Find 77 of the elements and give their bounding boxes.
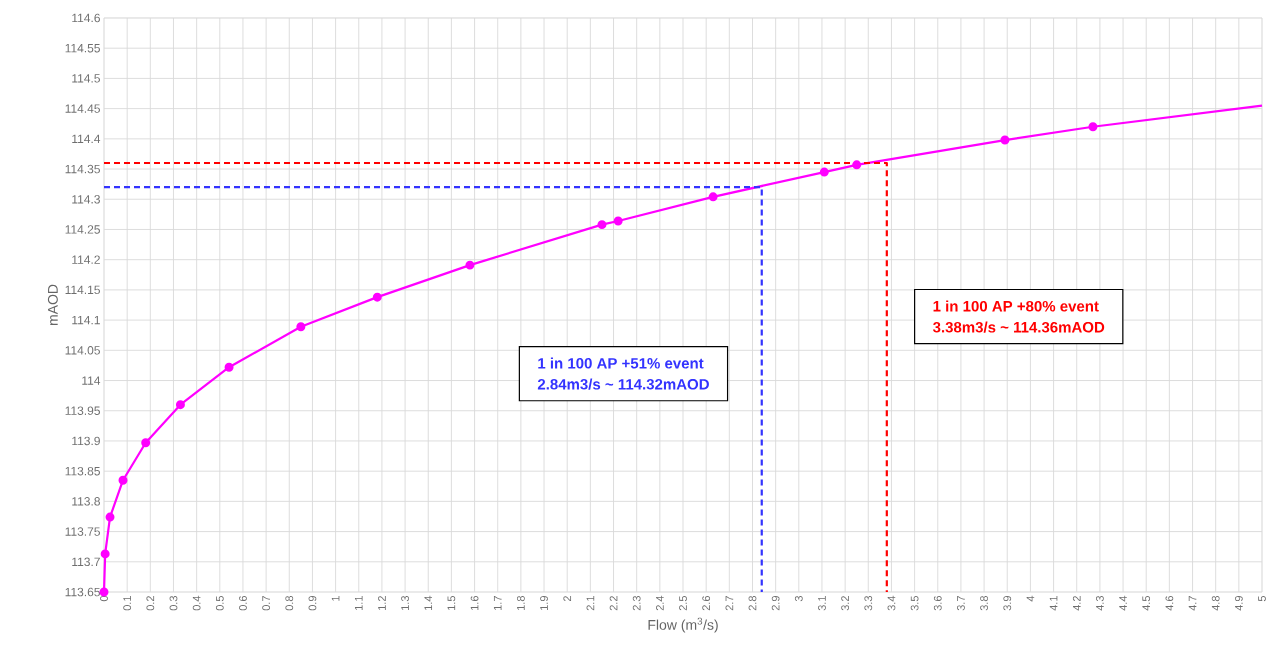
y-tick-label: 113.8 [72,497,100,506]
x-tick-label: 3.5 [910,595,919,611]
y-tick-label: 114.2 [72,255,100,264]
x-tick-label: 3.9 [1003,596,1012,611]
x-tick-label: 4.3 [1095,596,1104,611]
x-tick-label: 5 [1258,595,1266,602]
x-tick-label: 1.9 [540,596,548,610]
x-tick-label: 4.8 [1211,596,1220,611]
annotation: 2.84m3/s ~ 114.32mAOD [537,378,709,390]
x-tick-label: 3.6 [933,596,942,611]
x-tick-label: 1.2 [378,596,386,610]
y-tick-label: 114.15 [65,285,100,295]
y-tick-label: 113.95 [65,406,100,415]
x-tick-label: 1.4 [424,595,433,610]
y-tick-label: 114.6 [72,13,100,23]
x-tick-label: 2.3 [632,596,641,611]
y-tick-label: 114.35 [65,164,100,174]
x-tick-label: 4 [1026,595,1035,602]
x-tick-label: 0 [100,595,108,602]
x-tick-label: 4.6 [1165,596,1174,611]
x-tick-label: 2.7 [725,596,734,611]
y-tick-label: 113.7 [72,557,100,567]
x-tick-label: 2 [563,596,572,602]
y-tick-label: 114.45 [65,104,100,113]
x-tick-label: 2.9 [771,596,780,611]
annotation: 1 in 100 AP +51% event [538,357,704,369]
x-tick-label: 0.2 [146,596,155,611]
annotation: 3.38m3/s ~ 114.36mAOD [932,321,1105,333]
x-tick-label: 2.4 [656,595,664,611]
annotation: 1 in 100 AP +80% event [933,300,1099,312]
x-tick-label: 4.4 [1119,595,1127,611]
y-tick-label: 114.3 [72,195,100,204]
x-tick-label: 0.1 [123,596,132,611]
x-tick-label: 3.2 [841,596,850,611]
y-tick-label: 113.65 [65,587,100,597]
y-tick-label: 113.85 [65,466,100,476]
x-tick-label: 4.1 [1049,596,1058,611]
y-tick-label: 113.75 [65,527,100,536]
y-tick-label: 114.05 [65,346,100,355]
x-tick-label: 1.5 [447,595,456,610]
x-tick-label: 0.6 [239,596,247,611]
x-tick-label: 3.4 [887,595,896,611]
x-tick-label: 3.3 [864,596,873,611]
x-tick-label: 1.3 [401,596,409,610]
x-tick-label: 3.8 [980,596,988,611]
x-tick-label: 3.7 [957,596,965,611]
x-tick-label: 0.8 [285,596,294,611]
y-tick-label: 114 [82,376,101,385]
x-tick-label: 2.1 [586,596,595,611]
x-tick-label: 2.5 [679,595,687,611]
x-tick-label: 0.4 [192,595,201,611]
x-tick-label: 4.2 [1072,596,1081,611]
x-tick-label: 4.7 [1188,596,1197,611]
x-tick-label: 0.5 [215,595,224,611]
x-tick-label: 1.7 [493,596,502,610]
x-tick-label: 3 [794,596,803,602]
x-tick-label: 0.9 [308,596,317,611]
y-axis-title: mAOD [47,284,58,326]
y-tick-label: 114.5 [72,74,100,83]
x-tick-label: 1 [331,596,340,601]
x-tick-label: 0.7 [262,596,271,611]
y-tick-label: 113.9 [72,436,100,446]
x-tick-label: 4.5 [1142,595,1151,611]
x-tick-label: 1.8 [516,596,525,610]
x-axis-title: Flow (m$^{3}$/s) [648,617,718,633]
x-tick-label: 1.1 [354,596,363,610]
x-tick-label: 0.3 [169,596,178,611]
x-tick-label: 1.6 [470,596,479,610]
y-tick-label: 114.1 [72,315,100,325]
x-tick-label: 4.9 [1234,596,1243,611]
x-tick-label: 2.6 [702,596,711,611]
x-tick-label: 2.8 [748,596,757,611]
y-tick-label: 114.4 [72,134,101,143]
x-tick-label: 3.1 [818,596,826,611]
y-tick-label: 114.25 [65,225,100,234]
y-tick-label: 114.55 [65,44,100,53]
x-tick-label: 2.2 [609,596,618,611]
